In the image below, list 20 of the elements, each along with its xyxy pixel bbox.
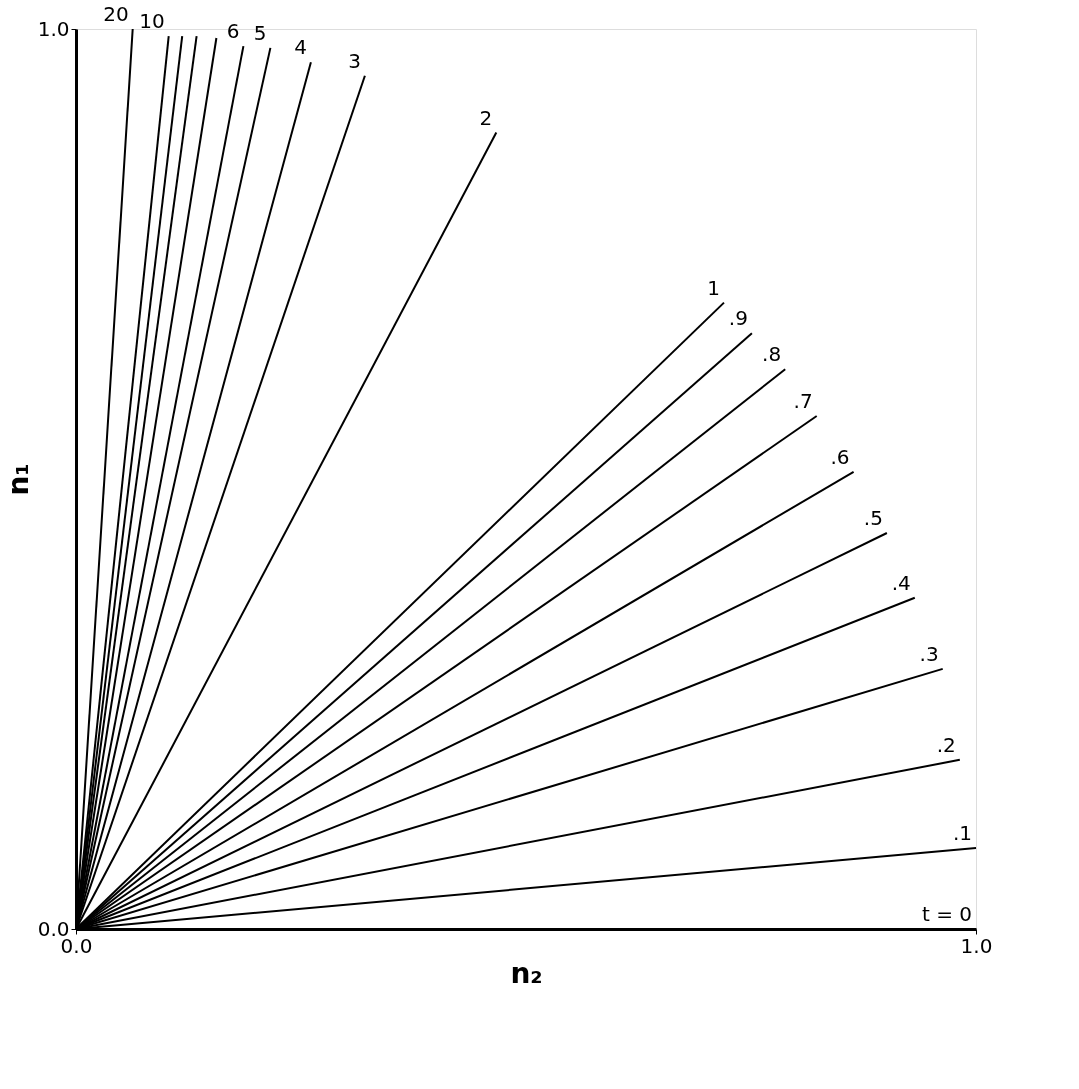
series-label: 4 [294, 35, 307, 60]
series-label: 10 [139, 9, 165, 34]
series-label: 3 [348, 48, 361, 73]
series-label: .5 [863, 506, 883, 530]
series-label: .1 [952, 821, 972, 845]
series-label: 2 [479, 105, 493, 130]
series-label: t = 0 [921, 902, 972, 926]
x-axis-title: n₂ [510, 956, 543, 990]
series-label: .6 [830, 444, 850, 469]
series-label: 1 [707, 275, 720, 300]
series-label: .9 [728, 306, 748, 331]
series-label: .7 [793, 389, 813, 413]
series-label: .2 [936, 732, 956, 757]
series-label: .4 [891, 570, 911, 595]
series-label: 5 [253, 20, 267, 45]
series-label: 20 [103, 2, 129, 26]
y-axis-title: n₁ [1, 463, 35, 496]
series-label: .3 [919, 641, 939, 666]
series-label: .8 [762, 342, 782, 367]
series-label: 6 [226, 19, 240, 44]
